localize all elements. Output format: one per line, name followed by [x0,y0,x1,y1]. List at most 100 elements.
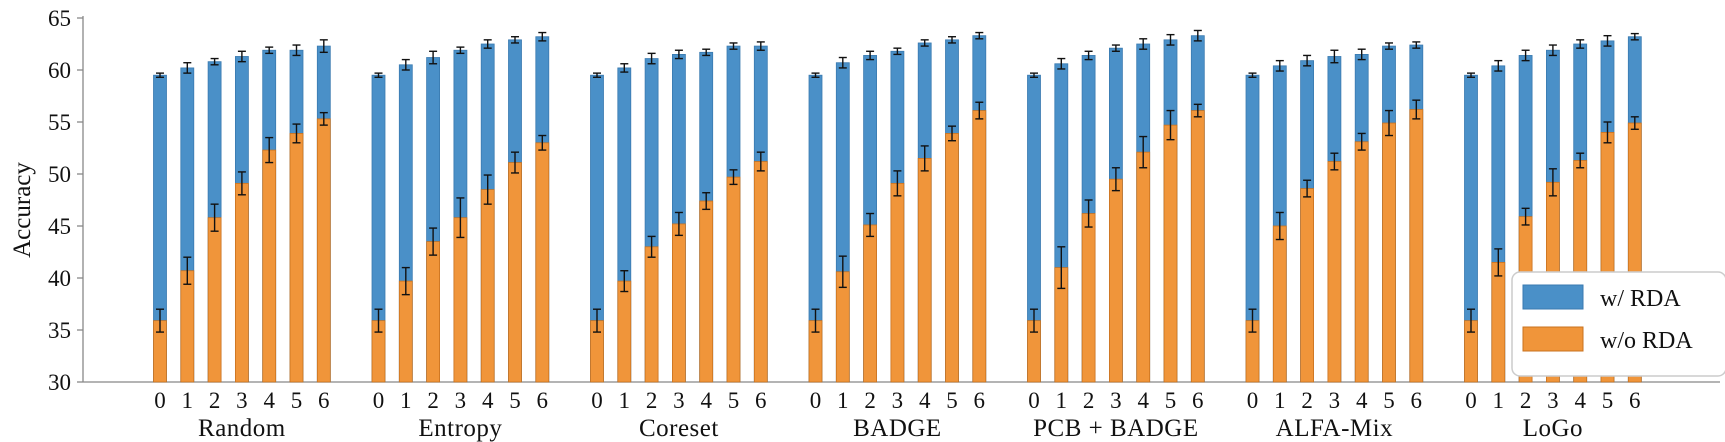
bar-without-rda [917,157,932,383]
bar-without-rda [1354,141,1369,383]
bar-without-rda [863,224,877,383]
y-tick-label: 65 [48,6,71,31]
bar-without-rda [453,217,468,383]
bar-without-rda [1382,122,1396,383]
x-tick-label: 1 [837,388,849,413]
group-label: LoGo [1523,415,1583,442]
x-tick-label: 3 [892,388,904,413]
x-tick-label: 6 [974,388,986,413]
group-label: Coreset [639,415,719,442]
bar-without-rda [234,182,249,383]
y-tick-label: 60 [48,58,71,83]
bar-without-rda [672,223,686,383]
x-tick-label: 3 [1110,388,1122,413]
bar-without-rda [753,161,768,383]
legend-swatch-with-rda [1522,284,1584,310]
x-tick-label: 5 [946,388,958,413]
x-tick-label: 4 [1137,388,1149,413]
x-tick-label: 0 [154,388,166,413]
group-labels: Random Entropy Coreset BADGE PCB + BADGE ALFA… [198,415,1583,442]
bar-without-rda [835,271,850,383]
x-tick-label: 3 [1329,388,1341,413]
x-tick-label: 1 [1493,388,1505,413]
x-tick-label: 4 [263,388,275,413]
y-tick-label: 35 [48,318,71,343]
x-tick-label: 5 [1383,388,1395,413]
bar-without-rda [1409,109,1424,383]
group-label: ALFA-Mix [1276,415,1393,442]
y-tick-label: 45 [48,214,71,239]
x-tick-label: 2 [646,388,658,413]
bar-without-rda [1491,261,1506,383]
bar-without-rda [480,189,495,383]
bar-without-rda [972,110,987,383]
legend: w/ RDA w/o RDA [1511,271,1725,377]
x-tick-label: 0 [1247,388,1259,413]
x-tick-label: 6 [1629,388,1641,413]
x-tick-label: 1 [400,388,412,413]
x-tick-label: 6 [1411,388,1423,413]
bar-without-rda [699,200,714,383]
x-tick-label: 5 [1165,388,1177,413]
bar-without-rda [1300,188,1314,383]
x-tick-label: 6 [318,388,330,413]
x-tick-label: 6 [1192,388,1204,413]
group-label: BADGE [853,415,942,442]
x-tick-label: 2 [209,388,221,413]
bar-without-rda [617,280,632,383]
x-tick-label: 1 [182,388,194,413]
x-tick-label: 4 [1356,388,1368,413]
x-tick-label: 0 [591,388,603,413]
y-axis-label: Accuracy [9,162,36,258]
bar-without-rda [426,241,441,383]
x-tick-label: 2 [864,388,876,413]
x-tick-label: 2 [1520,388,1532,413]
x-tick-label: 1 [619,388,631,413]
x-tick-label: 6 [755,388,767,413]
x-tick-label: 0 [1465,388,1477,413]
bar-without-rda [508,162,522,383]
x-tick-label: 1 [1274,388,1286,413]
bar-without-rda [1109,178,1123,383]
bar-without-rda [289,133,304,383]
bar-without-rda [262,149,277,383]
bar-without-rda [1081,213,1096,383]
y-tick-label: 40 [48,266,71,291]
group-label: Random [198,415,286,442]
legend-label-with-rda: w/ RDA [1600,286,1681,312]
x-tick-label: 5 [728,388,740,413]
legend-label-without-rda: w/o RDA [1600,328,1693,354]
bars [153,35,1642,383]
x-tick-label: 0 [373,388,385,413]
bar-without-rda [207,217,222,383]
bar-without-rda [644,246,659,383]
y-tick-label: 55 [48,110,71,135]
bar-without-rda [726,176,741,383]
group-label: Entropy [418,415,502,442]
bar-without-rda [945,133,959,383]
x-tick-label: 0 [810,388,822,413]
bar-without-rda [316,118,331,383]
bar-without-rda [1327,161,1342,383]
x-tick-label: 4 [919,388,931,413]
x-tick-label: 4 [700,388,712,413]
x-tick-label: 3 [236,388,248,413]
x-tick-label: 5 [1602,388,1614,413]
x-tick-label: 2 [427,388,439,413]
x-tick-label: 3 [1547,388,1559,413]
bar-without-rda [1190,110,1205,383]
x-tick-label: 3 [673,388,685,413]
x-tick-label: 0 [1028,388,1040,413]
bar-without-rda [535,142,550,383]
bar-without-rda [180,270,195,383]
x-tick-label: 2 [1083,388,1095,413]
bar-without-rda [1136,151,1151,383]
legend-swatch-without-rda [1522,326,1584,352]
x-tick-label: 2 [1301,388,1313,413]
y-tick-label: 30 [48,370,71,395]
x-tick-label: 4 [482,388,494,413]
x-tick-label: 5 [291,388,303,413]
x-tick-label: 6 [537,388,549,413]
